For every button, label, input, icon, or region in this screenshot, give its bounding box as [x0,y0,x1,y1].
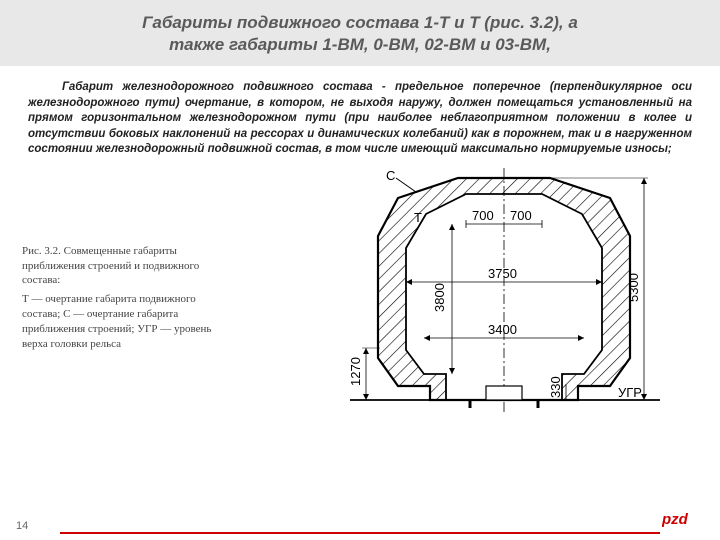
dim-330: 330 [548,376,563,398]
caption-title: Рис. 3.2. Совмещенные габариты приближен… [22,244,232,289]
dim-3800: 3800 [432,283,447,312]
page-title: Габариты подвижного состава 1-Т и Т (рис… [20,12,700,56]
caption-legend: Т — очертание габарита подвижного состав… [22,293,211,350]
page-number: 14 [16,520,28,532]
slide-header: Габариты подвижного состава 1-Т и Т (рис… [0,0,720,66]
dim-3750: 3750 [488,266,517,281]
figure-caption: Рис. 3.2. Совмещенные габариты приближен… [22,244,232,352]
svg-text:pzd: pzd [662,511,689,528]
dim-3400: 3400 [488,322,517,337]
paragraph-text: Габарит железнодорожного подвижного сост… [28,81,692,155]
dim-5300: 5300 [626,273,641,302]
slide-footer: 14 pzd [0,512,720,534]
title-line-1: Габариты подвижного состава 1-Т и Т (рис… [142,13,578,32]
figure-area: Рис. 3.2. Совмещенные габариты приближен… [0,162,720,442]
gauge-diagram: С Т 700 700 3750 3400 3800 [330,162,670,432]
dim-700-right: 700 [510,208,532,223]
rzd-logo: pzd [662,510,706,533]
footer-accent-bar [60,532,660,534]
dim-700-left: 700 [472,208,494,223]
label-ugr: УГР [618,385,642,400]
title-line-2: также габариты 1-ВМ, 0-ВМ, 02-ВМ и 03-ВМ… [169,35,551,54]
label-c: С [386,168,395,183]
dim-1270: 1270 [348,357,363,386]
label-t: Т [414,210,422,225]
definition-paragraph: Габарит железнодорожного подвижного сост… [0,66,720,162]
